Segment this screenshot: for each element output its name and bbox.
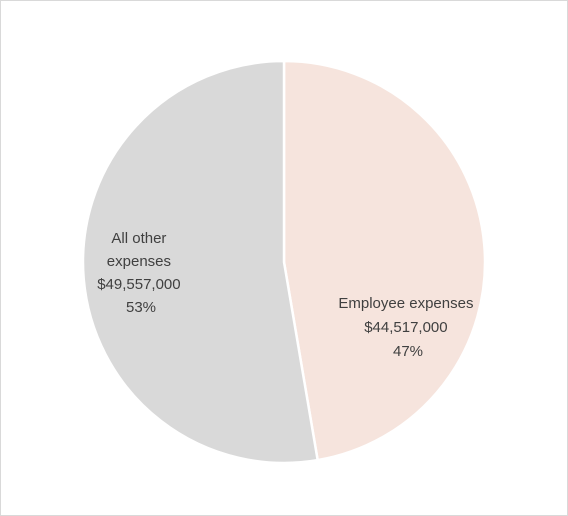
pie-slice-all-other-expenses xyxy=(81,59,320,465)
slice-label-employee-name: Employee expenses xyxy=(338,295,473,312)
slice-label-other-name-line1: All other xyxy=(111,230,166,247)
pie-slices xyxy=(81,59,487,465)
slice-label-other-value: $49,557,000 xyxy=(97,276,180,293)
slice-label-other-percent: 53% xyxy=(126,299,156,316)
slice-label-employee-percent: 47% xyxy=(393,343,423,360)
slice-label-employee: Employee expenses $44,517,000 47% xyxy=(338,295,477,360)
slice-label-other: All other expenses $49,557,000 53% xyxy=(97,230,185,316)
pie-slice-employee-expenses xyxy=(282,59,487,462)
slice-label-other-name-line2: expenses xyxy=(107,253,171,270)
slice-label-employee-value: $44,517,000 xyxy=(364,319,447,336)
